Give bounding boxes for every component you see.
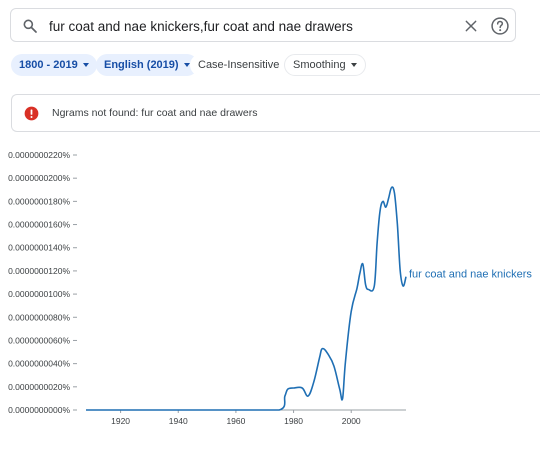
y-tick-label: 0.0000000140% [8,243,70,253]
close-icon[interactable] [463,18,479,34]
help-icon[interactable] [490,16,510,36]
smoothing-dropdown[interactable]: Smoothing [284,54,366,76]
y-tick-label: 0.0000000000% [8,405,70,415]
not-found-alert: Ngrams not found: fur coat and nae drawe… [11,94,540,132]
search-input[interactable] [49,15,449,37]
case-insensitive-toggle[interactable]: Case-Insensitive [190,54,288,76]
corpus-dropdown[interactable]: English (2019) [96,54,198,76]
search-bar[interactable] [10,8,516,42]
year-range-dropdown[interactable]: 1800 - 2019 [11,54,97,76]
chevron-down-icon [82,63,89,68]
y-tick-label: 0.0000000080% [8,312,70,322]
smoothing-label: Smoothing [293,59,346,71]
error-icon [24,106,39,121]
chevron-down-icon [350,63,357,68]
y-tick-label: 0.0000000120% [8,266,70,276]
y-tick-label: 0.0000000020% [8,382,70,392]
y-tick-label: 0.0000000200% [8,173,70,183]
ngram-chart: 0.0000000000% 0.0000000020% 0.0000000040% 0… [8,150,532,426]
y-tick-label: 0.0000000060% [8,335,70,345]
year-range-label: 1800 - 2019 [19,59,78,71]
y-tick-label: 0.0000000220% [8,150,70,160]
y-tick-label: 0.0000000160% [8,220,70,230]
corpus-label: English (2019) [104,59,179,71]
y-tick-label: 0.0000000040% [8,359,70,369]
alert-message: Ngrams not found: fur coat and nae drawe… [52,107,258,119]
x-tick-label: 1940 [169,416,188,426]
series-line [86,186,407,411]
x-tick-label: 2000 [342,416,361,426]
chevron-down-icon [183,63,190,68]
series-label: fur coat and nae knickers [409,269,532,281]
y-tick-label: 0.0000000180% [8,196,70,206]
search-icon[interactable] [22,18,38,34]
y-tick-label: 0.0000000100% [8,289,70,299]
x-tick-label: 1920 [111,416,130,426]
case-insensitive-label: Case-Insensitive [198,59,280,71]
x-tick-label: 1980 [284,416,303,426]
x-tick-label: 1960 [226,416,245,426]
